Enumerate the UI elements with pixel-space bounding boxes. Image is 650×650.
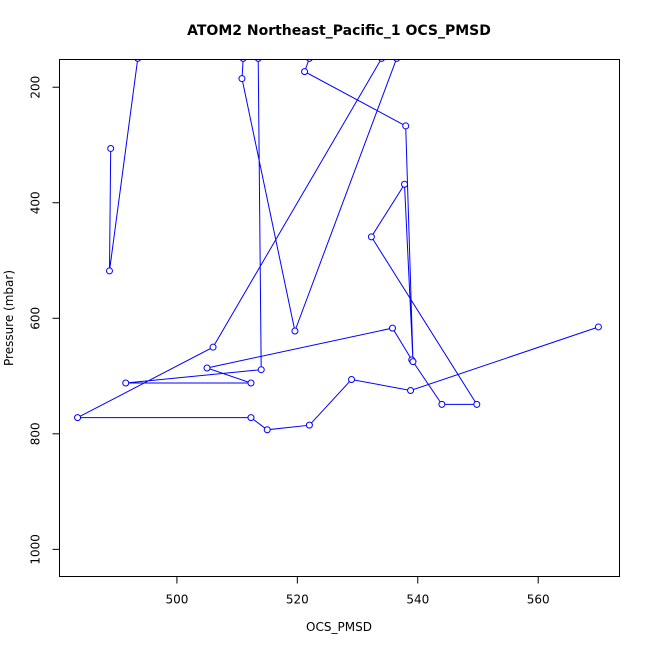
y-tick-label: 200 bbox=[29, 76, 43, 99]
data-point bbox=[107, 144, 115, 152]
series-line bbox=[77, 60, 599, 431]
data-point bbox=[407, 386, 415, 394]
data-point bbox=[134, 60, 141, 62]
data-point bbox=[378, 60, 385, 62]
data-point bbox=[203, 364, 211, 372]
data-point bbox=[291, 327, 299, 335]
x-tick-label: 520 bbox=[286, 593, 309, 607]
data-point bbox=[240, 60, 247, 62]
x-axis-label: OCS_PMSD bbox=[306, 620, 372, 634]
data-point bbox=[122, 379, 130, 387]
plot-frame bbox=[59, 59, 620, 577]
data-point bbox=[473, 400, 481, 408]
data-point bbox=[247, 414, 255, 422]
y-tick-label: 800 bbox=[29, 422, 43, 445]
data-point bbox=[247, 379, 255, 387]
data-point bbox=[305, 421, 313, 429]
y-axis: 200 400 600 800 1000 bbox=[29, 76, 60, 565]
data-point bbox=[105, 267, 113, 275]
data-point bbox=[238, 75, 246, 83]
data-point bbox=[388, 324, 396, 332]
data-point bbox=[393, 60, 400, 62]
data-point bbox=[306, 60, 313, 62]
series-group bbox=[74, 60, 602, 434]
data-point bbox=[257, 366, 265, 374]
data-point bbox=[402, 122, 410, 130]
x-axis: 500 520 540 560 bbox=[165, 576, 550, 607]
x-tick-label: 540 bbox=[406, 593, 429, 607]
data-point bbox=[438, 400, 446, 408]
data-point bbox=[301, 68, 309, 76]
data-point bbox=[255, 60, 262, 62]
data-point bbox=[348, 376, 356, 384]
y-tick-label: 1000 bbox=[29, 534, 43, 565]
y-tick-label: 400 bbox=[29, 191, 43, 214]
data-point bbox=[409, 358, 417, 366]
data-point bbox=[594, 323, 602, 331]
y-axis-label: Pressure (mbar) bbox=[2, 270, 16, 366]
data-point bbox=[74, 414, 82, 422]
data-point bbox=[263, 426, 271, 434]
data-point bbox=[367, 233, 375, 241]
chart-title: ATOM2 Northeast_Pacific_1 OCS_PMSD bbox=[187, 23, 491, 39]
x-tick-label: 560 bbox=[527, 593, 550, 607]
data-point bbox=[401, 180, 409, 188]
x-tick-label: 500 bbox=[165, 593, 188, 607]
y-tick-label: 600 bbox=[29, 307, 43, 330]
data-point bbox=[209, 343, 217, 351]
